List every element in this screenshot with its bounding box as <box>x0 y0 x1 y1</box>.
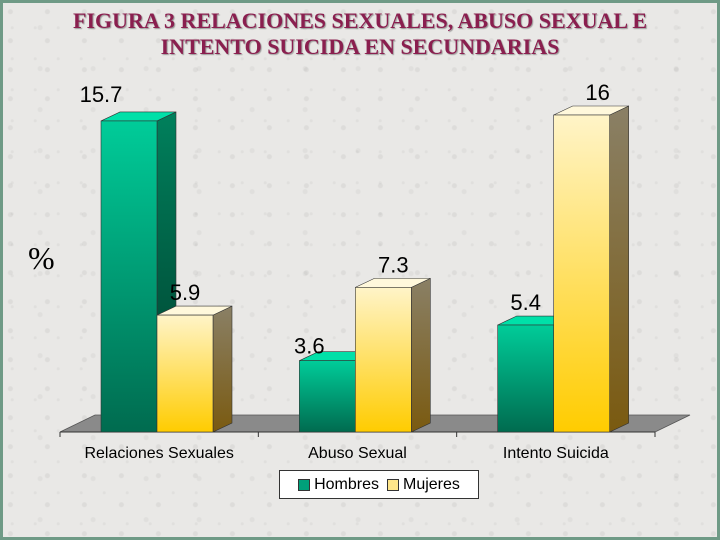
x-tick-label-relaciones-sexuales: Relaciones Sexuales <box>84 445 233 462</box>
legend-swatch-mujeres <box>387 478 399 491</box>
legend-label-hombres: Hombres <box>314 475 379 493</box>
chart-title: FIGURA 3 RELACIONES SEXUALES, ABUSO SEXU… <box>0 8 720 60</box>
value-label-mujeres-relaciones-sexuales: 5.9 <box>170 280 201 305</box>
value-label-hombres-abuso-sexual: 3.6 <box>294 334 325 359</box>
bar-mujeres-intento-suicida <box>553 114 610 433</box>
bar-hombres-relaciones-sexuales <box>100 120 158 433</box>
bar-side-mujeres-intento-suicida <box>609 105 629 433</box>
bar-mujeres-abuso-sexual <box>355 287 412 433</box>
legend-item-mujeres: Mujeres <box>387 476 460 494</box>
y-axis-unit-label: % <box>28 240 55 276</box>
bar-side-mujeres-abuso-sexual <box>411 277 431 433</box>
labels-group: 15.7 5.9 Relaciones Sexuales 3.6 7.3 Abuso Se… <box>80 80 610 462</box>
bar-hombres-abuso-sexual <box>299 360 356 433</box>
legend-label-mujeres: Mujeres <box>403 475 460 493</box>
value-label-mujeres-intento-suicida: 16 <box>585 80 609 105</box>
x-tick-label-abuso-sexual: Abuso Sexual <box>308 445 407 462</box>
x-tick-label-intento-suicida: Intento Suicida <box>503 445 609 462</box>
value-label-hombres-relaciones-sexuales: 15.7 <box>80 82 123 107</box>
legend-item-hombres: Hombres <box>298 476 379 494</box>
bar-hombres-intento-suicida <box>497 324 554 433</box>
legend-swatch-hombres <box>298 478 311 491</box>
chart-title-line-2: INTENTO SUICIDA EN SECUNDARIAS <box>160 34 560 59</box>
legend: Hombres Mujeres <box>279 470 479 499</box>
value-label-hombres-intento-suicida: 5.4 <box>510 290 541 315</box>
bar-mujeres-relaciones-sexuales <box>156 314 214 433</box>
bar-side-mujeres-relaciones-sexuales <box>212 305 233 433</box>
bars-group <box>100 105 629 433</box>
chart-title-line-1: FIGURA 3 RELACIONES SEXUALES, ABUSO SEXU… <box>73 8 647 33</box>
value-label-mujeres-abuso-sexual: 7.3 <box>378 252 409 277</box>
